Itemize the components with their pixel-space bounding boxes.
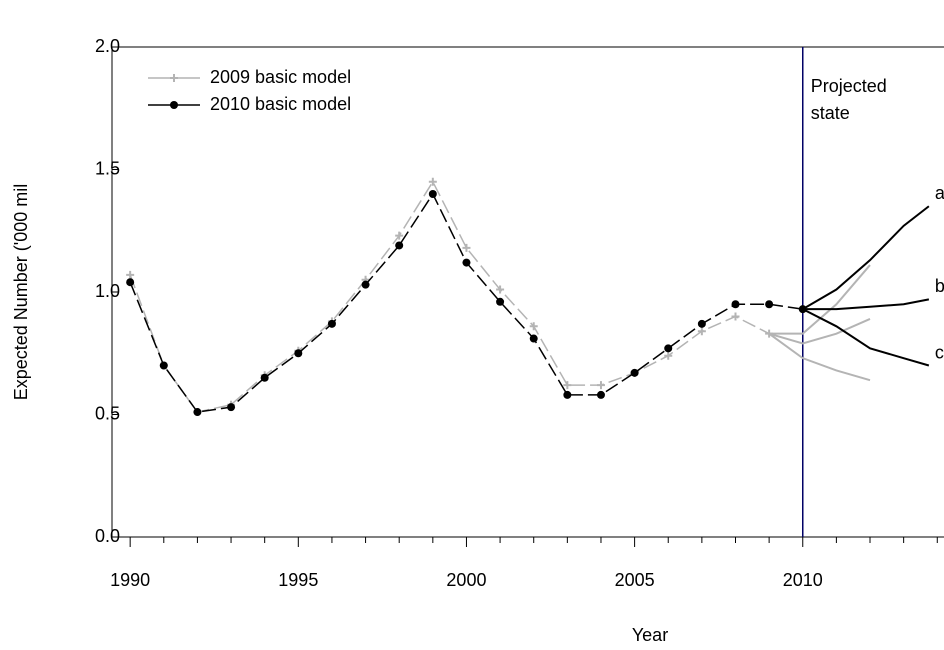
legend-marker: [170, 74, 178, 82]
point: [731, 312, 740, 321]
point: [529, 322, 538, 331]
point: [260, 373, 269, 382]
point: [496, 297, 505, 306]
y-tick-label: 0.0: [95, 526, 120, 546]
series-line: [129, 180, 770, 413]
projection-line: [769, 264, 871, 335]
point: [563, 381, 572, 390]
legend-marker: [170, 101, 178, 109]
point: [765, 300, 774, 309]
y-tick-label: 1.5: [95, 158, 120, 178]
point: [126, 270, 135, 279]
x-tick-label: 2005: [615, 570, 655, 590]
point: [496, 285, 505, 294]
point: [664, 344, 673, 353]
x-tick-label: 2000: [446, 570, 486, 590]
point: [798, 305, 807, 314]
projection-line: [802, 308, 930, 367]
point: [563, 390, 572, 399]
point: [395, 241, 404, 250]
point: [428, 190, 437, 198]
point: [462, 258, 471, 267]
point: [227, 403, 236, 412]
y-tick-label: 0.5: [95, 403, 120, 423]
point: [159, 361, 168, 370]
projection-line: [802, 298, 930, 311]
point: [664, 351, 673, 360]
annotation: Projected: [811, 76, 887, 96]
annotation: state: [811, 103, 850, 123]
point: [596, 390, 605, 399]
y-tick-label: 2.0: [95, 36, 120, 56]
point: [462, 243, 471, 252]
point: [731, 300, 740, 309]
point: [395, 231, 404, 240]
projection-label: b: [935, 276, 944, 296]
series-line: [129, 192, 803, 413]
projection-label: c: [935, 342, 944, 362]
point: [630, 368, 639, 377]
point: [294, 349, 303, 358]
x-axis-label: Year: [632, 625, 668, 645]
point: [193, 408, 202, 417]
y-axis-label: Expected Number ('000 mil: [11, 184, 31, 401]
point: [327, 319, 336, 328]
x-tick-label: 1995: [278, 570, 318, 590]
point: [697, 319, 706, 328]
point: [596, 381, 605, 390]
x-tick-label: 2010: [783, 570, 823, 590]
point: [126, 278, 135, 287]
legend-label: 2010 basic model: [210, 94, 351, 114]
point: [697, 327, 706, 336]
point: [361, 280, 370, 289]
y-tick-label: 1.0: [95, 281, 120, 301]
projection-line: [802, 205, 930, 311]
point: [428, 177, 437, 186]
projection-line: [768, 318, 871, 345]
legend-label: 2009 basic model: [210, 67, 351, 87]
projection-label: a: [935, 183, 944, 203]
x-tick-label: 1990: [110, 570, 150, 590]
projection-line: [768, 332, 871, 382]
point: [529, 334, 538, 343]
point: [765, 329, 774, 338]
